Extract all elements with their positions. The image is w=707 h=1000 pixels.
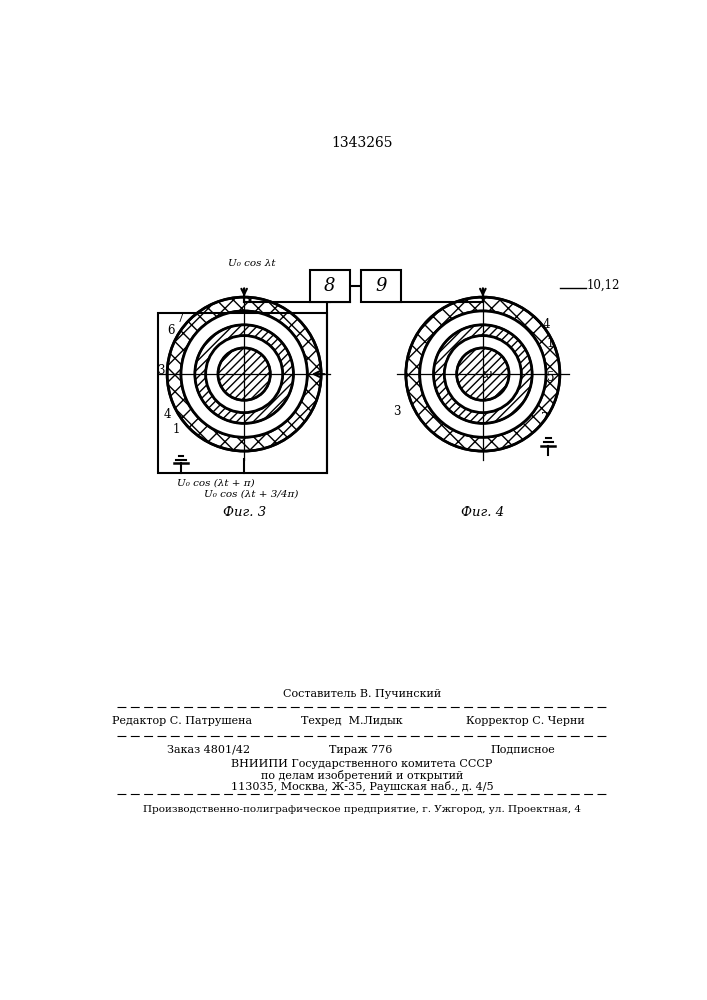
Text: Редактор С. Патрушена: Редактор С. Патрушена bbox=[112, 716, 252, 726]
Wedge shape bbox=[457, 348, 509, 400]
Text: по делам изобретений и открытий: по делам изобретений и открытий bbox=[261, 770, 463, 781]
Text: 4: 4 bbox=[163, 408, 171, 421]
Text: 6: 6 bbox=[168, 324, 175, 337]
Text: Тираж 776: Тираж 776 bbox=[329, 745, 392, 755]
Wedge shape bbox=[195, 325, 293, 423]
Text: Подписное: Подписное bbox=[491, 745, 555, 755]
Text: 113035, Москва, Ж-35, Раушская наб., д. 4/5: 113035, Москва, Ж-35, Раушская наб., д. … bbox=[230, 781, 493, 792]
Bar bbox=[361, 270, 402, 302]
Text: 3: 3 bbox=[393, 405, 400, 418]
Wedge shape bbox=[218, 348, 270, 400]
Text: 10,12: 10,12 bbox=[587, 279, 620, 292]
Text: 1: 1 bbox=[547, 337, 554, 350]
Wedge shape bbox=[406, 297, 560, 451]
Wedge shape bbox=[167, 297, 321, 451]
Bar bbox=[158, 312, 327, 473]
Text: Техред  М.Лидык: Техред М.Лидык bbox=[301, 716, 403, 726]
Circle shape bbox=[181, 311, 308, 437]
Text: U₀ cos (λt + π): U₀ cos (λt + π) bbox=[177, 479, 255, 488]
Text: Корректор С. Черни: Корректор С. Черни bbox=[466, 716, 585, 726]
Circle shape bbox=[206, 336, 283, 413]
Circle shape bbox=[444, 336, 521, 413]
Wedge shape bbox=[433, 325, 532, 423]
Text: U₀ cos (λt + 3/4π): U₀ cos (λt + 3/4π) bbox=[204, 490, 298, 499]
Text: Фиг. 3: Фиг. 3 bbox=[223, 506, 266, 519]
Text: 5: 5 bbox=[547, 371, 554, 384]
Text: 1: 1 bbox=[173, 423, 180, 436]
Text: 9: 9 bbox=[375, 277, 387, 295]
Text: 4: 4 bbox=[542, 318, 550, 331]
Text: Заказ 4801/42: Заказ 4801/42 bbox=[167, 745, 250, 755]
Text: Составитель В. Пучинский: Составитель В. Пучинский bbox=[283, 689, 441, 699]
Text: Производственно-полиграфическое предприятие, г. Ужгород, ул. Проектная, 4: Производственно-полиграфическое предприя… bbox=[143, 805, 581, 814]
Bar bbox=[310, 270, 350, 302]
Text: $\omega$: $\omega$ bbox=[481, 368, 493, 381]
Circle shape bbox=[420, 311, 546, 437]
Text: 1343265: 1343265 bbox=[331, 136, 392, 150]
Text: U₀ cos λt: U₀ cos λt bbox=[228, 259, 276, 268]
Text: 3: 3 bbox=[157, 364, 165, 377]
Text: Фиг. 4: Фиг. 4 bbox=[461, 506, 504, 519]
Text: ВНИИПИ Государственного комитета СССР: ВНИИПИ Государственного комитета СССР bbox=[231, 759, 493, 769]
Text: 7: 7 bbox=[541, 412, 548, 425]
Text: 7: 7 bbox=[177, 312, 185, 325]
Text: 8: 8 bbox=[324, 277, 335, 295]
